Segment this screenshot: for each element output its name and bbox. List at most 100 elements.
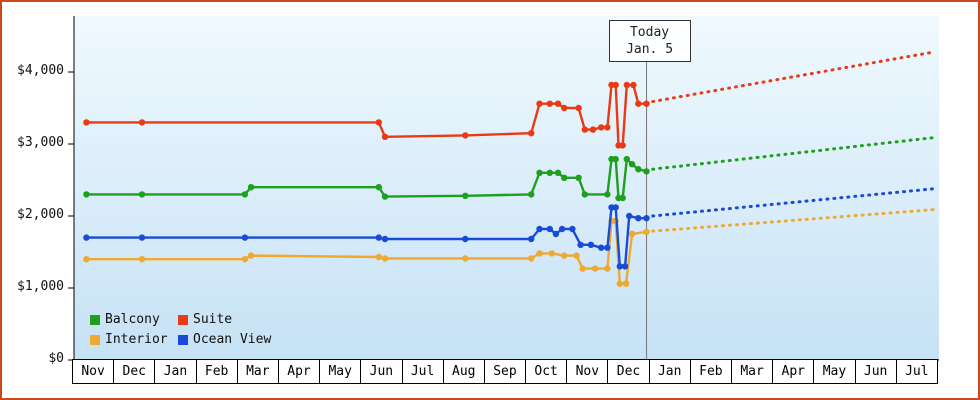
month-cell: Jun — [854, 360, 896, 383]
data-point-interior — [616, 280, 623, 287]
data-point-balcony — [381, 193, 389, 200]
ocean-view-color-swatch — [178, 334, 188, 345]
data-point-balcony — [546, 169, 553, 176]
legend-item-ocean-view: Ocean View — [178, 332, 271, 347]
data-point-balcony — [575, 174, 582, 181]
data-point-suite — [138, 119, 146, 126]
month-cell: Dec — [113, 360, 155, 383]
data-point-interior — [381, 255, 389, 262]
data-point-ocean-view — [546, 225, 553, 233]
data-point-suite — [462, 132, 469, 139]
data-point-ocean-view — [462, 235, 469, 243]
data-point-suite — [635, 100, 642, 107]
series-forecast-line-suite — [651, 50, 937, 104]
data-point-suite — [83, 119, 90, 126]
data-point-balcony — [138, 191, 146, 198]
y-axis-tick-label: $2,000 — [17, 207, 64, 222]
month-cell: Feb — [195, 360, 237, 383]
y-axis-tick-label: $4,000 — [17, 63, 64, 78]
data-point-suite — [623, 81, 630, 89]
data-point-ocean-view — [569, 225, 576, 233]
data-point-suite — [598, 124, 605, 131]
legend-item-interior: Interior — [90, 332, 178, 347]
y-axis-tick-label: $1,000 — [17, 279, 64, 294]
legend-label-balcony: Balcony — [105, 312, 160, 327]
series-forecast-line-interior — [651, 208, 937, 233]
data-point-suite — [554, 100, 562, 107]
data-point-ocean-view — [598, 244, 605, 251]
month-cell: Dec — [607, 360, 649, 383]
legend-item-suite: Suite — [178, 312, 271, 327]
data-point-balcony — [83, 191, 90, 198]
data-point-interior — [591, 265, 599, 272]
data-point-suite — [561, 104, 568, 112]
balcony-color-swatch — [90, 314, 100, 325]
legend-label-suite: Suite — [193, 312, 233, 327]
data-point-ocean-view — [616, 263, 623, 270]
y-axis-tick-label: $0 — [48, 351, 64, 366]
data-point-ocean-view — [635, 215, 642, 222]
month-cell: Sep — [483, 360, 526, 383]
data-point-balcony — [581, 191, 588, 198]
month-cell: Nov — [566, 360, 608, 383]
data-point-suite — [630, 81, 637, 89]
month-cell: Apr — [772, 360, 814, 383]
data-point-balcony — [536, 169, 543, 176]
data-point-balcony — [247, 184, 255, 191]
data-point-balcony — [561, 174, 568, 181]
month-cell: Apr — [277, 360, 320, 383]
data-point-balcony — [462, 192, 469, 199]
data-point-balcony — [635, 166, 642, 173]
month-cell: Jul — [895, 360, 937, 383]
data-point-interior — [628, 230, 636, 238]
month-cell: May — [813, 360, 855, 383]
month-cell: Jul — [401, 360, 443, 383]
data-point-balcony — [528, 191, 535, 198]
legend-item-balcony: Balcony — [90, 312, 178, 327]
month-cell: May — [319, 360, 361, 383]
month-cell: Jan — [154, 360, 196, 383]
data-point-ocean-view — [241, 234, 249, 241]
month-cell: Jun — [360, 360, 402, 383]
data-point-balcony — [604, 191, 611, 198]
data-point-balcony — [623, 155, 630, 163]
y-axis-tick-label: $3,000 — [17, 135, 64, 150]
series-forecast-line-balcony — [651, 136, 937, 171]
data-point-suite — [546, 100, 553, 107]
data-point-interior — [643, 228, 650, 235]
data-point-balcony — [628, 161, 636, 168]
data-point-interior — [375, 253, 382, 261]
data-point-ocean-view — [83, 234, 90, 241]
data-point-interior — [83, 256, 90, 263]
month-cell: Jan — [648, 360, 690, 383]
data-point-ocean-view — [643, 215, 650, 222]
data-point-ocean-view — [626, 212, 633, 220]
data-point-suite — [575, 104, 582, 112]
legend: Balcony Suite Interior Ocean View — [90, 312, 271, 347]
today-label: Today — [629, 25, 670, 40]
month-cell: Mar — [731, 360, 773, 383]
month-cell: Aug — [442, 360, 484, 383]
data-point-ocean-view — [138, 234, 146, 241]
data-point-suite — [612, 81, 619, 89]
today-date: Jan. 5 — [626, 42, 674, 57]
data-point-balcony — [643, 168, 650, 175]
data-point-interior — [247, 252, 255, 259]
data-point-interior — [579, 265, 586, 272]
data-point-ocean-view — [536, 225, 543, 233]
data-point-suite — [381, 133, 389, 140]
month-cell: Feb — [689, 360, 731, 383]
suite-color-swatch — [178, 314, 188, 325]
data-point-suite — [643, 100, 650, 107]
data-point-balcony — [375, 184, 382, 191]
data-point-interior — [241, 256, 249, 263]
data-point-balcony — [619, 194, 626, 202]
data-point-suite — [536, 100, 543, 107]
data-point-interior — [604, 265, 611, 272]
data-point-ocean-view — [381, 235, 389, 243]
legend-label-interior: Interior — [105, 332, 168, 347]
x-axis-month-row: Nov Dec Jan Feb Mar Apr May Jun Jul Aug Sep Oct Nov D… — [72, 359, 938, 384]
data-point-suite — [528, 130, 535, 137]
data-point-ocean-view — [552, 230, 560, 238]
